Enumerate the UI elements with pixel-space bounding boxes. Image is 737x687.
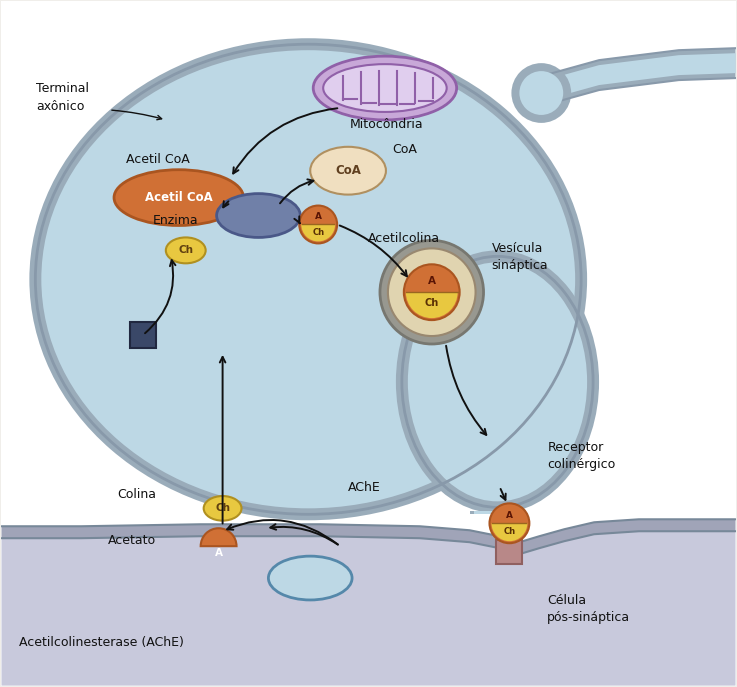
Ellipse shape (324, 64, 447, 112)
Circle shape (404, 264, 460, 320)
Wedge shape (492, 523, 528, 541)
Ellipse shape (511, 63, 571, 123)
Ellipse shape (396, 250, 599, 513)
Text: Enzima: Enzima (153, 214, 199, 227)
Text: Ch: Ch (178, 245, 193, 256)
Text: Ch: Ch (215, 504, 230, 513)
Text: A: A (427, 276, 436, 286)
Ellipse shape (310, 147, 386, 194)
FancyBboxPatch shape (497, 540, 523, 564)
Text: Célula
pós-sináptica: Célula pós-sináptica (548, 594, 630, 624)
Text: Mitocôndria: Mitocôndria (350, 118, 424, 131)
FancyArrowPatch shape (270, 524, 338, 545)
Ellipse shape (520, 71, 563, 115)
Text: Vesícula
sináptica: Vesícula sináptica (492, 243, 548, 272)
FancyArrowPatch shape (112, 110, 161, 120)
FancyArrowPatch shape (294, 216, 300, 223)
FancyArrowPatch shape (145, 260, 175, 333)
Text: Ch: Ch (503, 527, 515, 536)
Ellipse shape (268, 556, 352, 600)
Polygon shape (534, 53, 736, 103)
Circle shape (380, 240, 483, 344)
FancyArrowPatch shape (340, 225, 407, 276)
Wedge shape (406, 292, 458, 318)
Text: Acetilcolina: Acetilcolina (368, 232, 440, 245)
Circle shape (388, 249, 475, 336)
Ellipse shape (408, 262, 587, 502)
Polygon shape (474, 511, 515, 515)
Ellipse shape (166, 238, 206, 263)
FancyArrowPatch shape (223, 201, 228, 207)
Circle shape (489, 504, 529, 543)
Wedge shape (200, 528, 237, 546)
Text: A: A (315, 212, 322, 221)
FancyBboxPatch shape (130, 322, 156, 348)
Ellipse shape (313, 56, 457, 120)
Text: CoA: CoA (335, 164, 361, 177)
Circle shape (299, 205, 337, 243)
Polygon shape (1, 531, 736, 686)
Text: A: A (214, 548, 223, 559)
FancyArrowPatch shape (446, 346, 486, 435)
Text: Ch: Ch (312, 227, 324, 236)
Text: AChE: AChE (348, 482, 381, 495)
Ellipse shape (41, 50, 575, 508)
Text: Acetil CoA: Acetil CoA (145, 191, 213, 204)
Text: Colina: Colina (117, 488, 156, 502)
Ellipse shape (203, 496, 242, 521)
Polygon shape (469, 511, 520, 515)
Wedge shape (301, 225, 335, 241)
FancyArrowPatch shape (280, 179, 313, 203)
Ellipse shape (29, 38, 587, 520)
Ellipse shape (217, 194, 300, 238)
Text: A: A (506, 511, 513, 520)
Ellipse shape (114, 170, 243, 225)
FancyArrowPatch shape (220, 357, 226, 523)
FancyArrowPatch shape (500, 489, 506, 500)
Text: Receptor
colinérgico: Receptor colinérgico (548, 442, 615, 471)
Polygon shape (534, 48, 736, 108)
Text: Ch: Ch (425, 298, 439, 308)
Polygon shape (1, 519, 736, 554)
FancyArrowPatch shape (227, 520, 338, 545)
Text: Acetato: Acetato (108, 534, 156, 547)
Text: CoA: CoA (392, 143, 417, 156)
Text: Acetil CoA: Acetil CoA (126, 153, 189, 166)
FancyArrowPatch shape (233, 109, 338, 173)
Text: Terminal
axônico: Terminal axônico (36, 82, 89, 113)
Text: Acetilcolinesterase (AChE): Acetilcolinesterase (AChE) (19, 635, 184, 649)
